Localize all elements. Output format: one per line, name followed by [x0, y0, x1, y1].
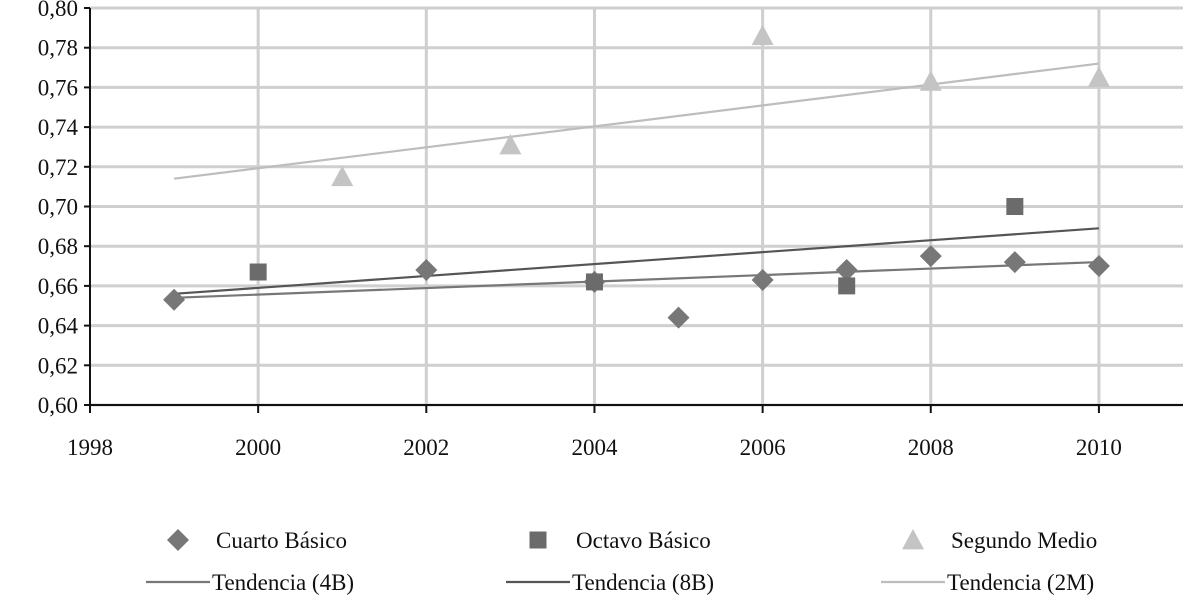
- legend-diamond-swatch: [167, 529, 189, 551]
- trendlines: [173, 62, 1100, 299]
- x-tick-label: 2002: [403, 435, 449, 460]
- x-tick-label: 2000: [235, 435, 281, 460]
- y-tick-label: 0,76: [38, 75, 78, 100]
- trendline: [173, 227, 1100, 295]
- data-point-diamond: [1087, 255, 1110, 278]
- legend-triangle-swatch: [902, 529, 924, 550]
- legend-entry: Tendencia (2M): [881, 570, 1094, 595]
- data-point-diamond: [415, 259, 438, 282]
- data-point-triangle: [751, 24, 774, 46]
- y-tick-label: 0,78: [38, 36, 78, 61]
- legend-label: Tendencia (2M): [947, 570, 1094, 595]
- data-point-square: [585, 273, 603, 291]
- legend-label: Segundo Medio: [951, 528, 1097, 553]
- legend-entry: Octavo Básico: [529, 528, 711, 553]
- legend-label: Tendencia (4B): [212, 570, 354, 595]
- x-tick-label: 2010: [1076, 435, 1122, 460]
- legend-entry: Tendencia (4B): [146, 570, 354, 595]
- data-point-triangle: [919, 70, 942, 91]
- data-point-triangle: [331, 165, 354, 187]
- y-tick-label: 0,70: [38, 195, 78, 220]
- data-points: [163, 24, 1110, 329]
- data-point-square: [1006, 198, 1024, 215]
- data-point-diamond: [751, 268, 774, 291]
- trendline: [173, 62, 1100, 180]
- legend-entry: Segundo Medio: [902, 528, 1097, 553]
- trendline: [174, 260, 1099, 299]
- legend-label: Tendencia (8B): [572, 570, 714, 595]
- grid: [90, 6, 1183, 407]
- x-tick-label: 1998: [67, 435, 113, 460]
- y-tick-label: 0,60: [38, 393, 78, 418]
- y-tick-label: 0,62: [38, 353, 78, 378]
- y-tick-label: 0,72: [38, 155, 78, 180]
- y-tick-label: 0,64: [38, 314, 79, 339]
- axes: [84, 7, 1183, 413]
- legend-label: Cuarto Básico: [216, 528, 347, 553]
- y-tick-label: 0,66: [38, 274, 78, 299]
- x-tick-label: 2006: [740, 435, 786, 460]
- data-point-square: [838, 277, 856, 295]
- y-tick-label: 0,80: [38, 0, 78, 21]
- tick-labels: 0,60 0,62 0,64 0,66 0,68 0,70 0,72 0,74 0,76 0,78…: [38, 0, 1122, 460]
- legend-label: Octavo Básico: [576, 528, 711, 553]
- data-point-triangle: [1087, 66, 1110, 87]
- y-tick-label: 0,74: [38, 115, 79, 140]
- data-point-diamond: [667, 306, 690, 329]
- data-point-diamond: [835, 259, 858, 282]
- legend-entry: Tendencia (8B): [506, 570, 714, 595]
- x-tick-label: 2008: [908, 435, 954, 460]
- x-tick-label: 2004: [571, 435, 618, 460]
- data-point-diamond: [1003, 251, 1026, 274]
- data-point-square: [249, 263, 267, 281]
- legend-square-swatch: [529, 531, 547, 549]
- y-tick-label: 0,68: [38, 234, 78, 259]
- data-point-diamond: [163, 288, 186, 311]
- legend: Cuarto Básico Octavo Básico Segundo Medio T…: [146, 528, 1097, 595]
- data-point-triangle: [499, 133, 522, 155]
- data-point-diamond: [919, 245, 942, 268]
- legend-entry: Cuarto Básico: [167, 528, 347, 553]
